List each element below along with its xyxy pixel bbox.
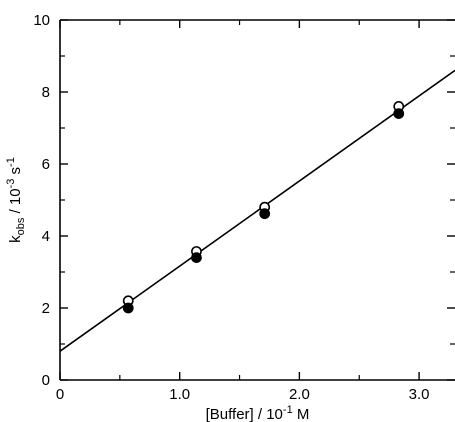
x-tick-label-2: 2.0 (289, 386, 310, 403)
filled-point-1 (191, 252, 202, 263)
ticks: 0 1.0 2.0 3.0 0 2 4 6 8 10 (33, 12, 455, 403)
y-tick-label-0: 0 (42, 372, 50, 389)
x-tick-label-1: 1.0 (169, 386, 190, 403)
data-points (122, 101, 405, 314)
axes (59, 19, 455, 381)
y-tick-label-4: 8 (42, 84, 50, 101)
filled-point-2 (259, 208, 271, 220)
x-axis-label: [Buffer] / 10-1 M (206, 404, 310, 422)
y-tick-label-3: 6 (42, 156, 50, 173)
x-tick-label-3: 3.0 (409, 386, 430, 403)
y-tick-label-5: 10 (33, 12, 50, 29)
y-tick-label-1: 2 (42, 300, 50, 317)
y-axis-label: kobs / 10-3 s-1 (5, 157, 27, 243)
axis-labels: [Buffer] / 10-1 M kobs / 10-3 s-1 (5, 157, 309, 422)
filled-point-0 (122, 302, 134, 314)
y-tick-label-2: 4 (42, 228, 50, 245)
filled-point-3 (393, 108, 405, 119)
x-tick-label-0: 0 (56, 386, 64, 403)
